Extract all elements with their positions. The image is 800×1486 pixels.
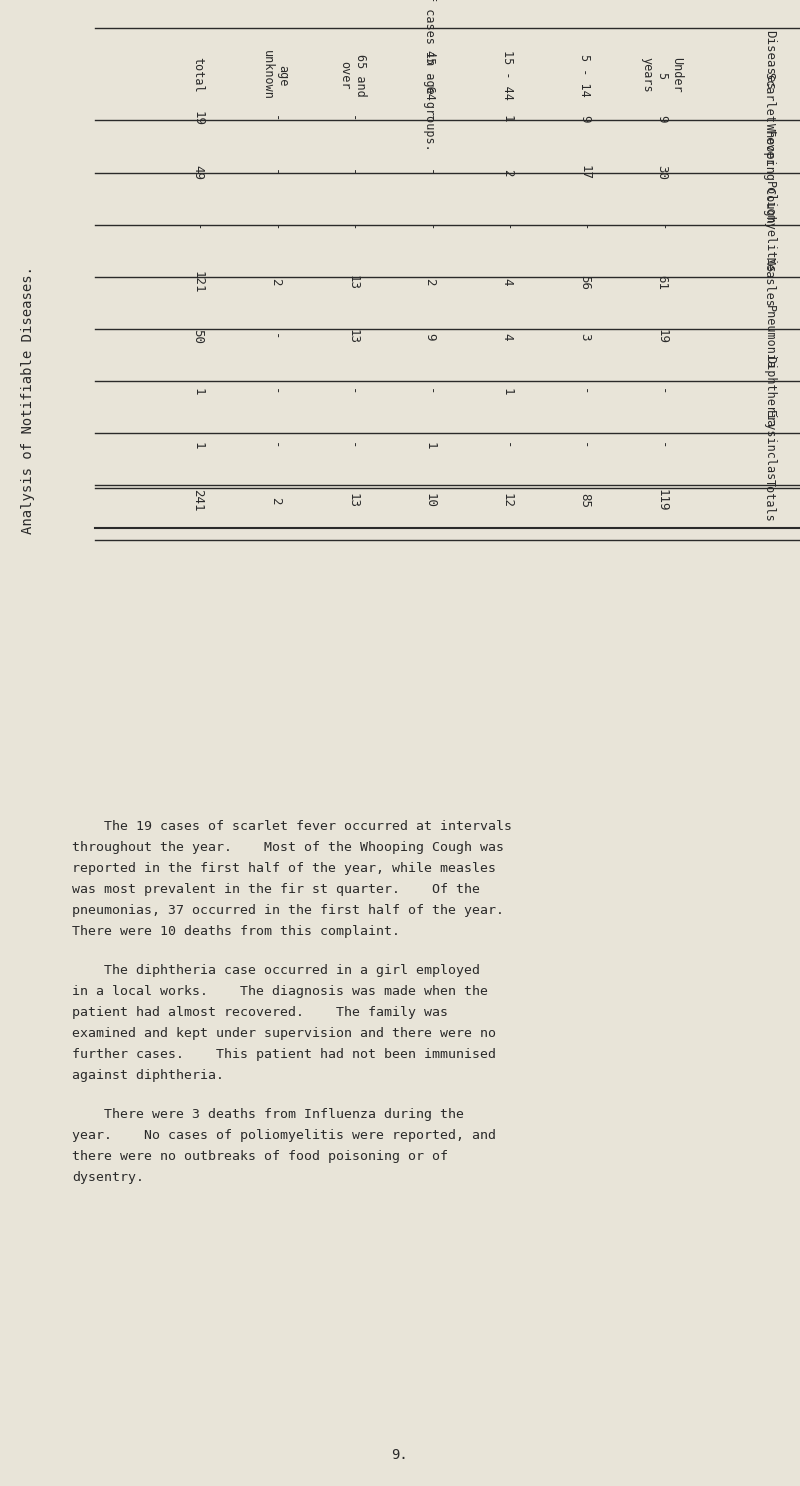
Text: The 19 cases of scarlet fever occurred at intervals: The 19 cases of scarlet fever occurred a… — [72, 820, 512, 834]
Text: 1: 1 — [423, 443, 437, 450]
Text: 61: 61 — [655, 275, 669, 290]
Text: -: - — [655, 388, 669, 395]
Text: -: - — [269, 169, 282, 177]
Text: 19: 19 — [191, 111, 204, 126]
Text: 2: 2 — [269, 496, 282, 504]
Text: -: - — [346, 443, 359, 450]
Text: Measles: Measles — [763, 257, 776, 308]
Text: Scarlet Fever: Scarlet Fever — [763, 71, 776, 165]
Text: Erysinclas: Erysinclas — [763, 410, 776, 481]
Text: -: - — [346, 388, 359, 395]
Text: dysentry.: dysentry. — [72, 1171, 144, 1184]
Text: -: - — [346, 224, 359, 232]
Text: -: - — [191, 224, 204, 232]
Text: Diphtheria: Diphtheria — [763, 355, 776, 426]
Text: reported in the first half of the year, while measles: reported in the first half of the year, … — [72, 862, 496, 875]
Text: -: - — [578, 224, 591, 232]
Text: Pneumonia: Pneumonia — [763, 305, 776, 369]
Text: examined and kept under supervision and there were no: examined and kept under supervision and … — [72, 1027, 496, 1040]
Text: -: - — [501, 443, 514, 450]
Text: Number of cases in age groups.: Number of cases in age groups. — [423, 0, 437, 150]
Text: -: - — [346, 169, 359, 177]
Text: -: - — [423, 169, 437, 177]
Text: 13: 13 — [346, 330, 359, 345]
Text: 9.: 9. — [392, 1447, 408, 1462]
Text: 30: 30 — [655, 165, 669, 180]
Text: 13: 13 — [346, 493, 359, 508]
Text: there were no outbreaks of food poisoning or of: there were no outbreaks of food poisonin… — [72, 1150, 448, 1164]
Text: -: - — [423, 388, 437, 395]
Text: -: - — [501, 224, 514, 232]
Text: further cases.    This patient had not been immunised: further cases. This patient had not been… — [72, 1048, 496, 1061]
Text: Diseases: Diseases — [763, 30, 776, 89]
Text: 65 and
over: 65 and over — [338, 53, 366, 97]
Text: There were 10 deaths from this complaint.: There were 10 deaths from this complaint… — [72, 924, 400, 938]
Text: throughout the year.    Most of the Whooping Cough was: throughout the year. Most of the Whoopin… — [72, 841, 504, 854]
Text: 56: 56 — [578, 275, 591, 290]
Text: Poliomyelitis: Poliomyelitis — [763, 181, 776, 273]
Text: -: - — [346, 114, 359, 122]
Text: The diphtheria case occurred in a girl employed: The diphtheria case occurred in a girl e… — [72, 964, 480, 976]
Text: -: - — [578, 388, 591, 395]
Text: 2: 2 — [501, 169, 514, 177]
Text: patient had almost recovered.    The family was: patient had almost recovered. The family… — [72, 1006, 448, 1019]
Text: -: - — [269, 114, 282, 122]
Text: Under
5
years: Under 5 years — [641, 58, 683, 94]
Text: 49: 49 — [191, 165, 204, 180]
Text: 10: 10 — [423, 493, 437, 508]
Text: 2: 2 — [269, 278, 282, 285]
Text: -: - — [655, 224, 669, 232]
Text: 4: 4 — [501, 333, 514, 340]
Text: 4: 4 — [501, 278, 514, 285]
Text: 85: 85 — [578, 493, 591, 508]
Text: 50: 50 — [191, 330, 204, 345]
Text: -: - — [423, 114, 437, 122]
Text: 1: 1 — [501, 114, 514, 122]
Text: total: total — [191, 58, 204, 94]
Text: 13: 13 — [346, 275, 359, 290]
Text: -: - — [269, 388, 282, 395]
Text: -: - — [269, 224, 282, 232]
Text: -: - — [423, 224, 437, 232]
Text: 15 - 44: 15 - 44 — [501, 51, 514, 100]
Text: 9: 9 — [423, 333, 437, 340]
Text: 9: 9 — [578, 114, 591, 122]
Text: 9: 9 — [655, 114, 669, 122]
Text: 2: 2 — [423, 278, 437, 285]
Text: Totals: Totals — [763, 480, 776, 522]
Text: 119: 119 — [655, 489, 669, 513]
Text: 3: 3 — [578, 333, 591, 340]
Text: 45 - 64: 45 - 64 — [423, 51, 437, 100]
Text: 1: 1 — [501, 388, 514, 395]
Text: There were 3 deaths from Influenza during the: There were 3 deaths from Influenza durin… — [72, 1109, 464, 1120]
Text: 17: 17 — [578, 165, 591, 180]
Text: was most prevalent in the fir st quarter.    Of the: was most prevalent in the fir st quarter… — [72, 883, 480, 896]
Text: 121: 121 — [191, 270, 204, 293]
Text: pneumonias, 37 occurred in the first half of the year.: pneumonias, 37 occurred in the first hal… — [72, 903, 504, 917]
Text: Whooping Cough: Whooping Cough — [763, 123, 776, 223]
Text: year.    No cases of poliomyelitis were reported, and: year. No cases of poliomyelitis were rep… — [72, 1129, 496, 1143]
Text: age
unknown: age unknown — [261, 51, 289, 100]
Text: against diphtheria.: against diphtheria. — [72, 1068, 224, 1082]
Text: Analysis of Notifiable Diseases.: Analysis of Notifiable Diseases. — [21, 266, 35, 533]
Text: 1: 1 — [191, 443, 204, 450]
Text: 5 - 14: 5 - 14 — [578, 53, 591, 97]
Text: 12: 12 — [501, 493, 514, 508]
Text: 1: 1 — [191, 388, 204, 395]
Text: 19: 19 — [655, 330, 669, 345]
Text: -: - — [578, 443, 591, 450]
Text: -: - — [269, 333, 282, 340]
Text: in a local works.    The diagnosis was made when the: in a local works. The diagnosis was made… — [72, 985, 488, 999]
Text: 241: 241 — [191, 489, 204, 513]
Text: -: - — [269, 443, 282, 450]
Text: -: - — [655, 443, 669, 450]
